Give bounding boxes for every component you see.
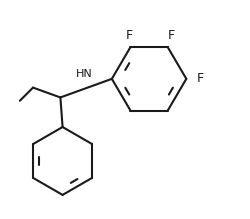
Text: F: F (126, 28, 133, 42)
Text: F: F (197, 72, 204, 85)
Text: F: F (168, 28, 174, 42)
Text: HN: HN (76, 69, 93, 79)
